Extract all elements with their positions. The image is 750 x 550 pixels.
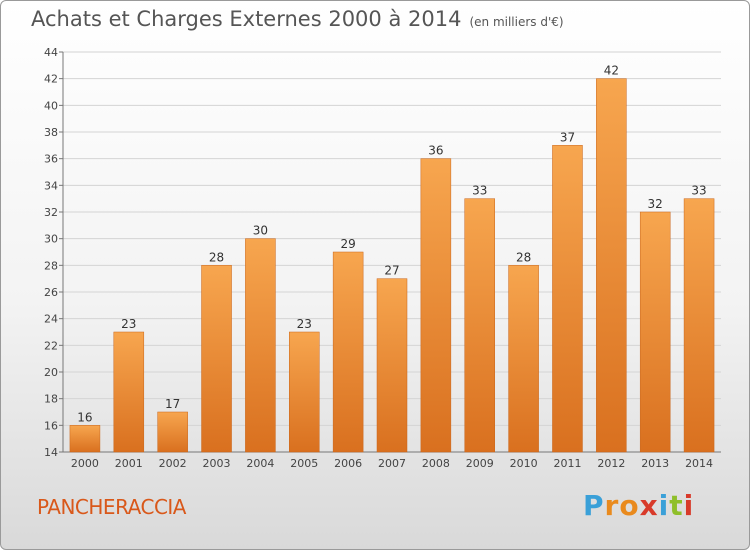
bar-value-label: 27	[384, 264, 399, 278]
logo-letter: i	[658, 489, 670, 522]
bar	[157, 411, 188, 453]
bar	[69, 425, 101, 453]
bar-value-label: 16	[77, 410, 92, 424]
bar	[420, 158, 452, 453]
bar	[639, 211, 671, 453]
y-tick-label: 38	[44, 126, 58, 139]
x-tick-label: 2000	[71, 457, 99, 470]
bar-value-label: 23	[297, 317, 312, 331]
bar-value-label: 37	[560, 130, 575, 144]
x-tick-label: 2011	[553, 457, 581, 470]
bar	[289, 331, 320, 453]
x-tick-label: 2004	[246, 457, 274, 470]
y-tick-label: 14	[44, 446, 58, 459]
logo-letter: P	[583, 489, 605, 522]
y-tick-label: 22	[44, 339, 58, 352]
bar	[596, 78, 627, 453]
logo-letter: x	[639, 489, 659, 522]
y-tick-label: 42	[44, 73, 58, 86]
proxiti-logo: Proxiti	[583, 489, 694, 522]
logo-letter: i	[683, 489, 695, 522]
bar	[201, 265, 232, 453]
bar-value-label: 33	[691, 184, 706, 198]
x-tick-label: 2012	[597, 457, 625, 470]
logo-letter: r	[604, 489, 620, 522]
bar-value-label: 29	[340, 237, 355, 251]
y-tick-label: 36	[44, 153, 58, 166]
bar	[113, 331, 145, 453]
bar-value-label: 28	[209, 250, 224, 264]
bar	[552, 145, 583, 453]
x-tick-label: 2014	[685, 457, 713, 470]
chart-title-text: Achats et Charges Externes 2000 à 2014	[31, 7, 462, 31]
logo-letter: o	[619, 489, 640, 522]
bar-value-label: 28	[516, 250, 531, 264]
bar-value-label: 36	[428, 144, 443, 158]
bar	[683, 198, 715, 453]
bar	[464, 198, 495, 453]
y-tick-label: 18	[44, 393, 58, 406]
bar-value-label: 42	[604, 64, 619, 78]
y-tick-label: 20	[44, 366, 58, 379]
x-tick-label: 2006	[334, 457, 362, 470]
bar-value-label: 23	[121, 317, 136, 331]
logo-letter: t	[669, 489, 684, 522]
y-tick-label: 24	[44, 313, 58, 326]
bar	[245, 238, 276, 453]
bar-value-label: 30	[253, 224, 268, 238]
x-tick-label: 2001	[115, 457, 143, 470]
x-tick-label: 2010	[510, 457, 538, 470]
x-tick-label: 2013	[641, 457, 669, 470]
y-tick-label: 32	[44, 206, 58, 219]
place-name: PANCHERACCIA	[37, 495, 187, 519]
bar	[332, 251, 364, 453]
x-tick-label: 2008	[422, 457, 450, 470]
y-tick-label: 30	[44, 233, 58, 246]
chart-subtitle: (en milliers d'€)	[469, 15, 564, 29]
x-tick-label: 2002	[159, 457, 187, 470]
y-tick-label: 34	[44, 179, 58, 192]
x-tick-label: 2005	[290, 457, 318, 470]
y-tick-label: 28	[44, 259, 58, 272]
x-tick-label: 2009	[466, 457, 494, 470]
chart-title: Achats et Charges Externes 2000 à 2014 (e…	[31, 7, 564, 31]
bar-value-label: 32	[648, 197, 663, 211]
y-tick-label: 44	[44, 46, 58, 59]
bar	[376, 278, 408, 453]
bar-value-label: 17	[165, 397, 180, 411]
y-tick-label: 26	[44, 286, 58, 299]
y-tick-label: 16	[44, 419, 58, 432]
bar-value-label: 33	[472, 184, 487, 198]
bar	[508, 265, 539, 453]
y-tick-label: 40	[44, 99, 58, 112]
x-tick-label: 2003	[203, 457, 231, 470]
x-tick-label: 2007	[378, 457, 406, 470]
